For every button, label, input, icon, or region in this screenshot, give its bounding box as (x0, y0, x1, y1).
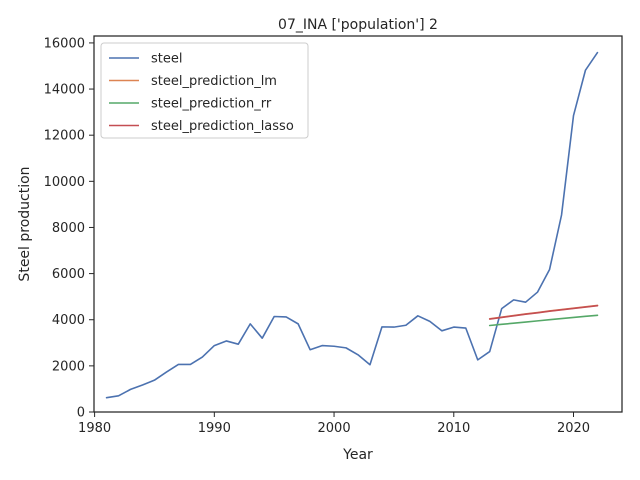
y-tick-label: 8000 (52, 221, 85, 236)
y-tick-label: 10000 (44, 175, 85, 190)
x-tick-label: 1980 (78, 421, 111, 436)
y-tick-label: 6000 (52, 267, 85, 282)
series-line-steel-prediction-rr (488, 314, 599, 327)
series-line-steel-prediction-lasso (488, 304, 599, 320)
legend-label-steel-prediction-lasso: steel_prediction_lasso (151, 119, 294, 134)
series-line-steel (105, 51, 599, 399)
y-axis-label: Steel production (17, 166, 33, 281)
plot-lines (105, 51, 599, 399)
y-tick-label: 0 (77, 406, 85, 421)
x-axis-label: Year (342, 447, 373, 463)
y-axis-ticks: 0 2000 4000 6000 8000 10000 12000 14000 16000 (44, 36, 94, 421)
legend-label-steel-prediction-lm: steel_prediction_lm (151, 74, 277, 89)
y-tick-label: 4000 (52, 313, 85, 328)
x-tick-label: 2020 (557, 421, 590, 436)
y-tick-label: 12000 (44, 129, 85, 144)
legend-box (100, 42, 309, 139)
chart-title: 07_INA ['population'] 2 (278, 17, 438, 33)
legend: steel steel_prediction_lm steel_prediction… (100, 42, 309, 139)
plot-frame (93, 35, 623, 413)
y-tick-label: 16000 (44, 36, 85, 51)
x-tick-label: 2000 (318, 421, 351, 436)
legend-label-steel-prediction-rr: steel_prediction_rr (151, 97, 272, 112)
x-tick-label: 1990 (198, 421, 231, 436)
x-axis-ticks: 1980 1990 2000 2010 2020 (78, 412, 590, 436)
y-tick-label: 2000 (52, 359, 85, 374)
x-tick-label: 2010 (437, 421, 470, 436)
legend-label-steel: steel (151, 52, 182, 67)
y-tick-label: 14000 (44, 83, 85, 98)
